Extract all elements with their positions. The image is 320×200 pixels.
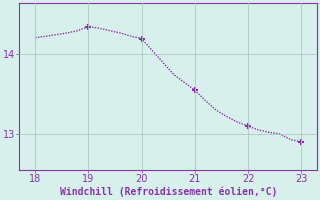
- X-axis label: Windchill (Refroidissement éolien,°C): Windchill (Refroidissement éolien,°C): [60, 187, 277, 197]
